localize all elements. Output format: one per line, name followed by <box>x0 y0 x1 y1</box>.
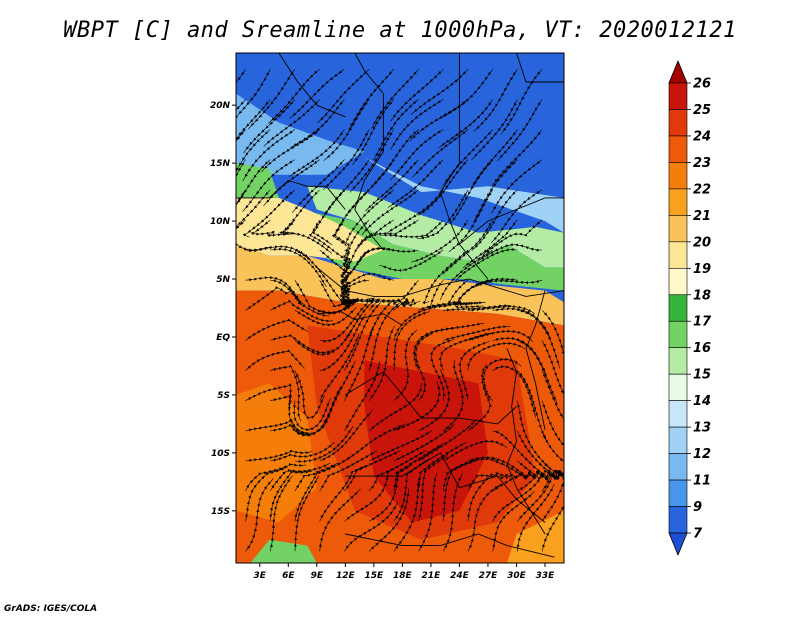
colorbar-segment <box>668 215 688 243</box>
colorbar-label: 24 <box>693 129 711 144</box>
streamline-60 <box>443 359 465 432</box>
colorbar-bottom-arrow <box>668 532 688 557</box>
colorbar-segment <box>668 241 688 269</box>
streamline-220 <box>500 69 543 135</box>
border-5 <box>345 371 517 425</box>
country-borders <box>236 53 564 558</box>
colorbar-label: 23 <box>693 156 711 171</box>
lon-tick-label: 33E <box>536 571 556 581</box>
streamline-80 <box>294 370 325 419</box>
colorbar-segment <box>668 320 688 349</box>
colorbar-label: 13 <box>693 421 711 436</box>
chart-title: WBPT [C] and Sreamline at 1000hPa, VT: 2… <box>63 18 737 43</box>
lon-tick-label: 30E <box>507 571 527 581</box>
lat-tick-label: 5S <box>217 391 230 401</box>
colorbar-label: 19 <box>693 262 711 277</box>
map-frame <box>235 52 565 564</box>
lat-tick-label: 15S <box>211 507 230 517</box>
lat-tick-label: EQ <box>216 333 230 343</box>
lon-tick-label: 21E <box>422 571 442 581</box>
border-3 <box>316 267 564 297</box>
colorbar-label: 17 <box>693 315 712 330</box>
colorbar-segment <box>668 135 688 163</box>
border-12 <box>459 197 564 245</box>
colorbar-label: 7 <box>693 527 703 542</box>
lon-tick-label: 24E <box>450 571 470 581</box>
colorbar-segment <box>668 453 688 481</box>
colorbar-segment <box>668 506 688 534</box>
colorbar-top-arrow <box>668 59 688 84</box>
latitude-axis: 20N 15N 10N 5N EQ 5S 10S 15S <box>210 101 236 517</box>
streamline-124 <box>367 280 419 306</box>
colorbar-segment <box>668 109 688 137</box>
lat-tick-label: 20N <box>210 101 231 111</box>
colorbar-segment <box>668 426 688 454</box>
border-9 <box>525 290 546 430</box>
colorbar-label: 16 <box>693 341 711 356</box>
colorbar-label: 9 <box>693 500 702 515</box>
colorbar-label: 14 <box>693 394 711 409</box>
colorbar-segment <box>668 347 688 375</box>
lon-tick-label: 6E <box>282 571 295 581</box>
lat-tick-label: 5N <box>216 275 230 285</box>
colorbar: 26 25 24 23 22 21 20 19 18 17 16 15 14 13 12 11 9 7 <box>668 59 712 557</box>
border-6 <box>345 452 546 523</box>
border-8 <box>506 348 546 535</box>
border-7 <box>345 533 555 558</box>
border-11 <box>278 53 346 118</box>
border-0 <box>354 53 384 251</box>
colorbar-segment <box>668 294 688 322</box>
lon-tick-label: 12E <box>336 571 356 581</box>
colorbar-segment <box>668 162 688 190</box>
colorbar-label: 26 <box>693 77 711 92</box>
lat-tick-label: 10S <box>211 449 230 459</box>
border-4 <box>316 311 403 326</box>
colorbar-label: 25 <box>693 103 711 118</box>
lon-tick-label: 18E <box>393 571 413 581</box>
colorbar-label: 22 <box>693 182 711 197</box>
lon-tick-label: 9E <box>311 571 324 581</box>
colorbar-label: 21 <box>693 209 711 224</box>
lat-tick-label: 10N <box>210 217 231 227</box>
colorbar-label: 20 <box>693 235 711 250</box>
lon-tick-label: 15E <box>365 571 385 581</box>
colorbar-label: 12 <box>693 447 711 462</box>
longitude-axis: 3E 6E 9E 12E 15E 18E 21E 24E 27E 30E 33E <box>254 563 556 581</box>
colorbar-segment <box>668 479 688 507</box>
streamline-116 <box>541 310 564 379</box>
colorbar-label: 18 <box>693 288 711 303</box>
lon-tick-label: 3E <box>254 571 267 581</box>
colorbar-segment <box>668 400 688 428</box>
colorbar-label: 11 <box>693 474 711 489</box>
colorbar-segment <box>668 82 688 110</box>
streamlines <box>236 68 564 552</box>
lat-tick-label: 15N <box>210 159 231 169</box>
border-2 <box>236 179 346 210</box>
border-10 <box>516 53 564 83</box>
colorbar-segment <box>668 373 688 401</box>
lon-tick-label: 27E <box>479 571 499 581</box>
colorbar-segment <box>668 188 688 216</box>
colorbar-label: 15 <box>693 368 711 383</box>
border-1 <box>430 53 489 280</box>
colorbar-segment <box>668 267 688 296</box>
grads-credit: GrADS: IGES/COLA <box>4 604 98 614</box>
